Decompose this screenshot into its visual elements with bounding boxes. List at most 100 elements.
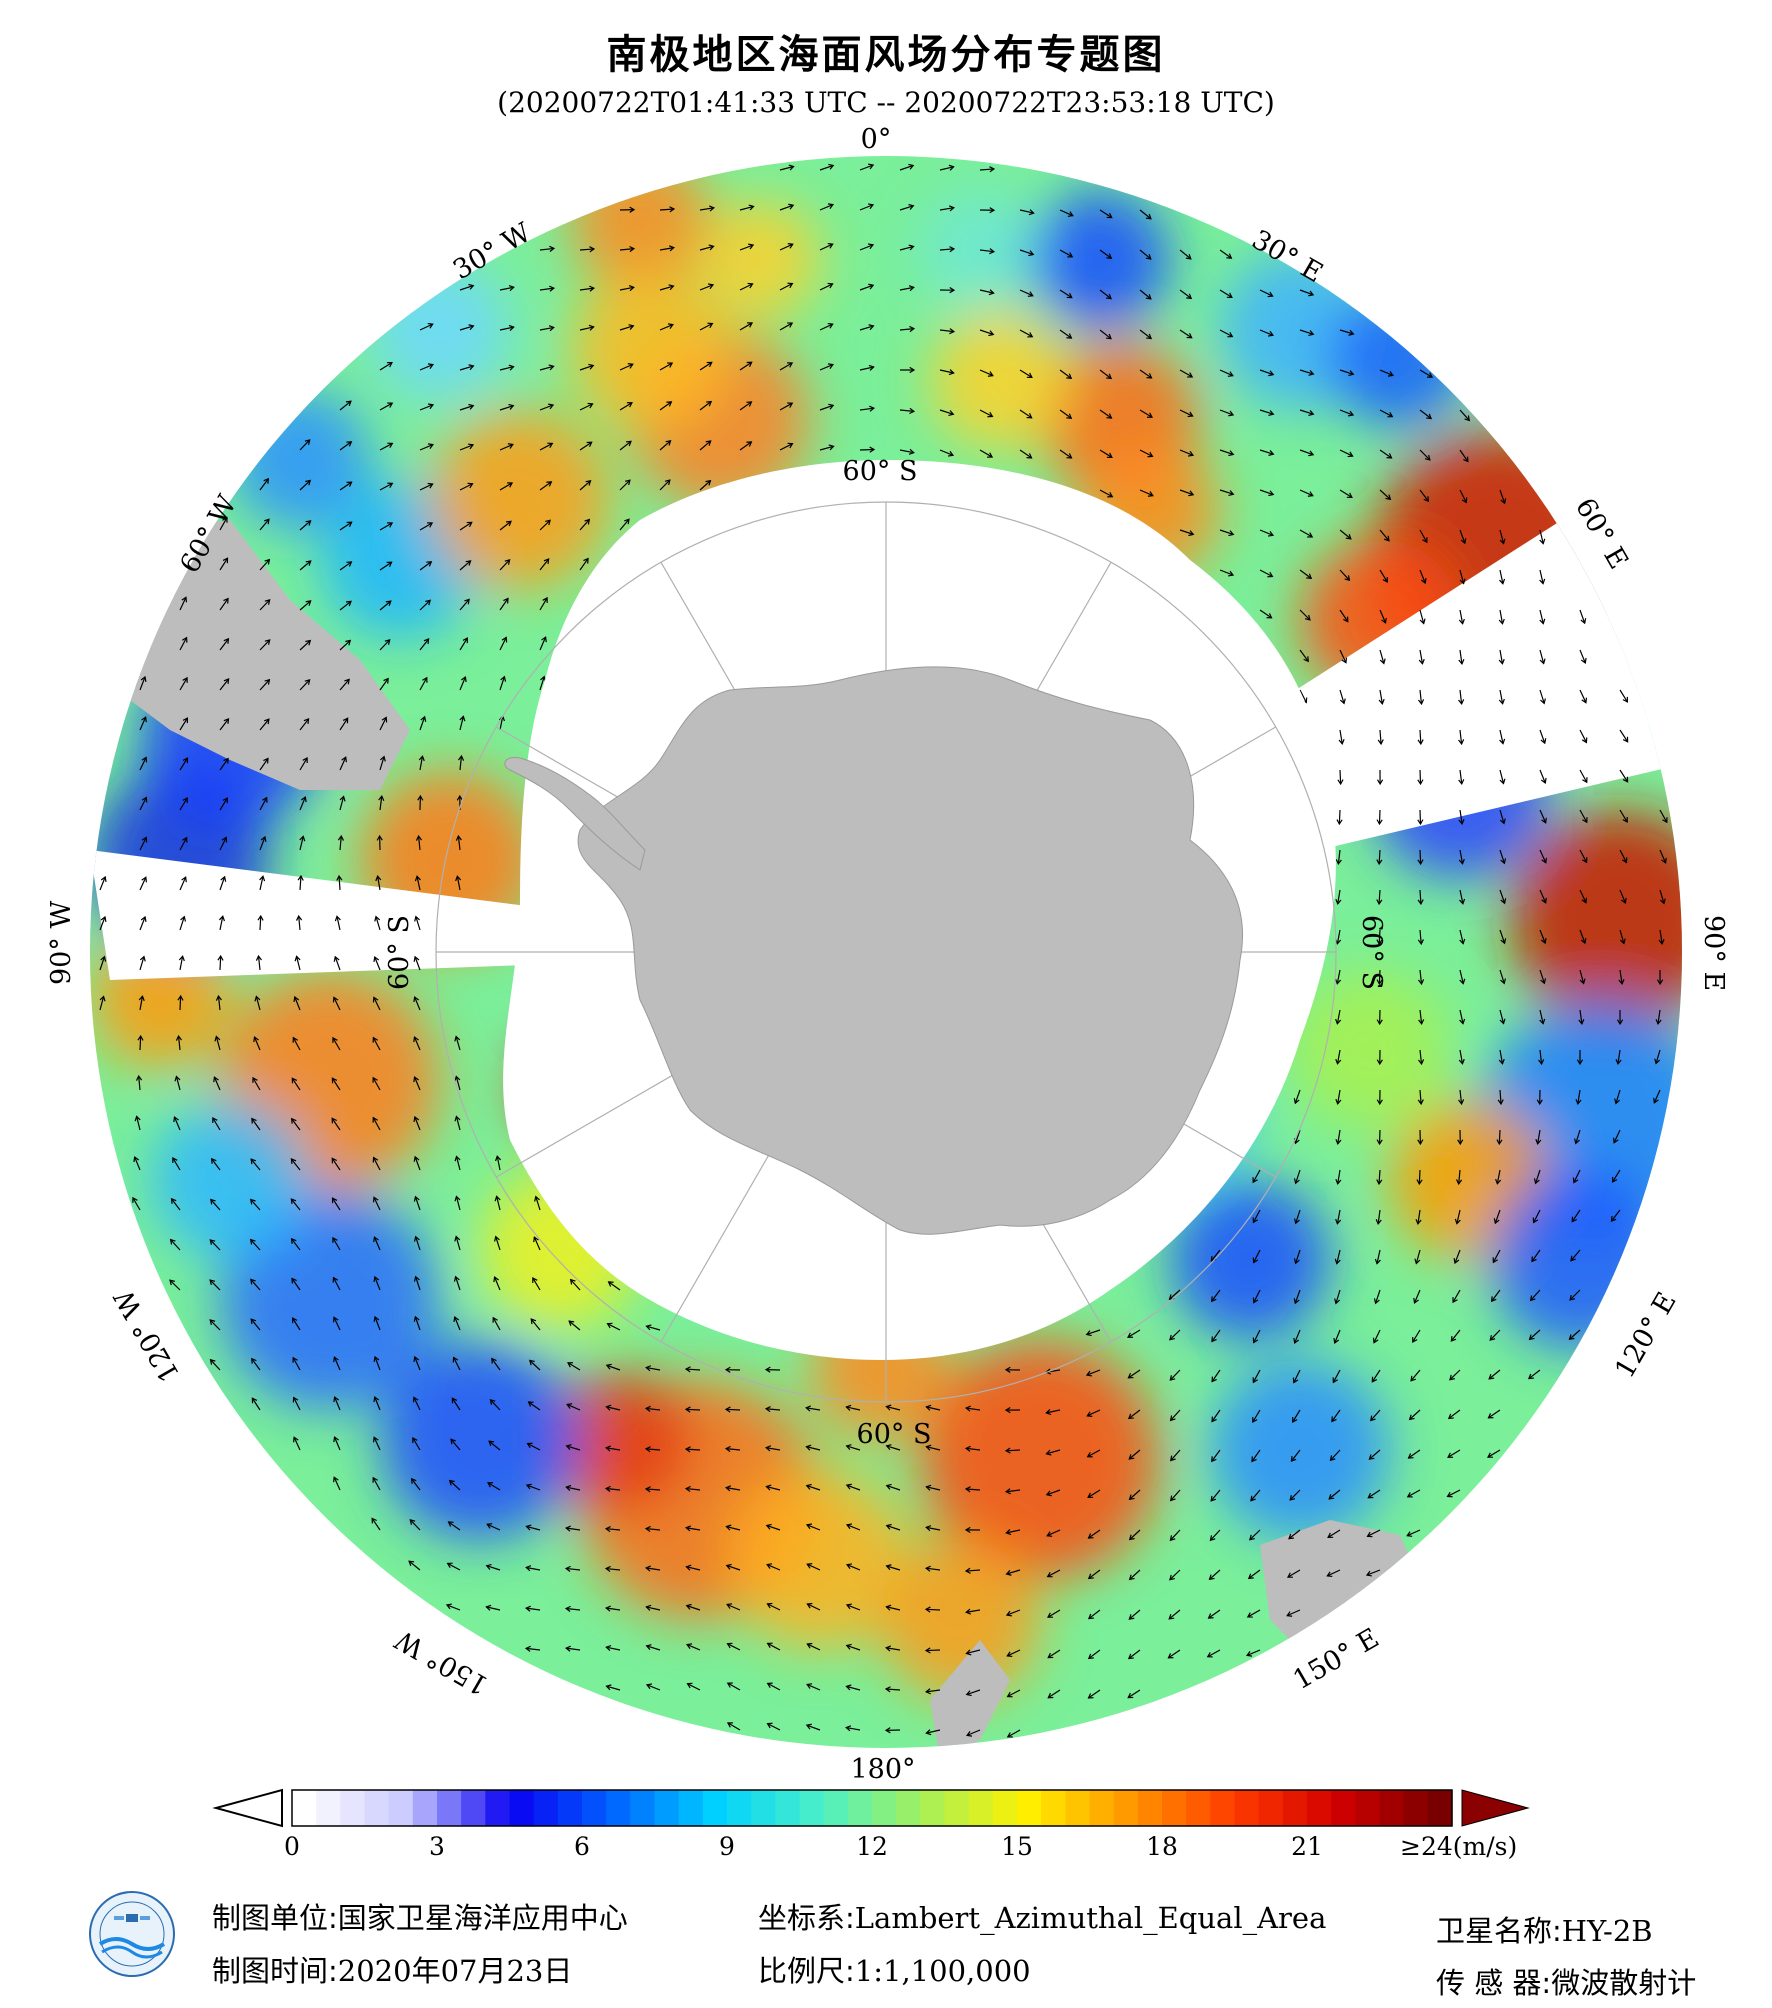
wind-vector-arrow (1299, 489, 1314, 497)
wind-vector-arrow (219, 597, 229, 611)
wind-vector-arrow (724, 1406, 741, 1413)
wind-vector-arrow (459, 598, 470, 611)
colorbar-cell (630, 1790, 656, 1826)
wind-vector-arrow (1252, 1369, 1261, 1384)
wind-vector-arrow (899, 244, 915, 251)
wind-vector-arrow (1019, 249, 1035, 257)
wind-vector-arrow (579, 480, 592, 491)
wind-vector-arrow (964, 1405, 981, 1412)
wind-vector-arrow (1335, 1089, 1342, 1105)
wind-vector-arrow (859, 446, 876, 453)
wind-vector-arrow (139, 756, 148, 771)
wind-vector-arrow (604, 1485, 621, 1492)
wind-vector-arrow (179, 717, 189, 731)
wind-vector-arrow (1486, 1449, 1501, 1458)
wind-vector-arrow (1539, 969, 1547, 985)
wind-vector-arrow (1006, 1729, 1021, 1738)
wind-vector-arrow (1529, 1289, 1541, 1302)
wind-vector-arrow (526, 1442, 541, 1451)
wind-vector-arrow (489, 1398, 501, 1411)
wind-vector-arrow (1249, 1529, 1261, 1541)
wind-vector-arrow (1659, 889, 1666, 905)
wind-vector-arrow (532, 1276, 541, 1291)
wind-vector-arrow (766, 1563, 781, 1571)
colorbar-cell (727, 1790, 752, 1826)
wind-vector-arrow (1499, 729, 1506, 745)
wind-vector-arrow (259, 757, 269, 771)
wind-vector-arrow (1259, 369, 1275, 377)
wind-vector-arrow (659, 206, 676, 213)
wind-vector-arrow (339, 481, 353, 491)
map-title: 南极地区海面风场分布专题图 (606, 32, 1166, 78)
wind-vector-arrow (1169, 1489, 1181, 1502)
wind-vector-arrow (1376, 1169, 1383, 1186)
wind-vector-arrow (1128, 1529, 1141, 1541)
colorbar-cell (533, 1790, 559, 1826)
wind-vector-arrow (884, 1727, 901, 1734)
wind-vector-arrow (1410, 1369, 1421, 1382)
wind-vector-arrow (412, 1436, 421, 1451)
wind-vector-arrow (299, 600, 312, 611)
wind-vector-arrow (724, 1366, 741, 1373)
wind-vector-arrow (1658, 929, 1665, 945)
wind-vector-arrow (219, 678, 230, 691)
wind-vector-arrow (1210, 1289, 1221, 1303)
wind-vector-arrow (1085, 1329, 1101, 1337)
wind-vector-arrow (1579, 729, 1588, 744)
wind-vector-arrow (1219, 369, 1234, 377)
wind-vector-arrow (539, 596, 548, 611)
wind-vector-arrow (499, 403, 515, 411)
wind-vector-arrow (299, 795, 307, 811)
wind-vector-arrow (1656, 969, 1664, 986)
wind-vector-arrow (899, 407, 916, 415)
wind-vector-arrow (1211, 1369, 1221, 1383)
wind-vector-arrow (1169, 1569, 1181, 1581)
wind-vector-arrow (292, 1036, 301, 1051)
wind-vector-arrow (259, 678, 271, 691)
wind-vector-arrow (209, 1279, 221, 1291)
wind-vector-arrow (1299, 409, 1315, 416)
wind-vector-arrow (1139, 289, 1152, 300)
wind-vector-arrow (1533, 1169, 1541, 1185)
colorbar-cell (485, 1790, 511, 1826)
wind-vector-arrow (179, 676, 188, 691)
wind-vector-arrow (419, 561, 433, 571)
wind-vector-arrow (779, 322, 794, 331)
wind-vector-arrow (1653, 1089, 1661, 1104)
wind-vector-arrow (219, 516, 228, 531)
wind-speed-field (90, 156, 1682, 1748)
colorbar-cell (316, 1790, 341, 1826)
wind-vector-arrow (1170, 1449, 1181, 1462)
wind-vector-arrow (418, 755, 425, 771)
wind-vector-arrow (419, 443, 434, 451)
colorbar-cell (775, 1790, 801, 1826)
wind-vector-arrow (819, 203, 834, 211)
wind-vector-arrow (459, 403, 475, 411)
wind-vector-arrow (299, 718, 310, 731)
lat-label-bottom: 60° S (857, 1419, 932, 1450)
wind-vector-arrow (299, 835, 306, 851)
sensor-label: 传 感 器: (1436, 1966, 1552, 2000)
wind-vector-arrow (373, 1355, 381, 1371)
wind-vector-arrow (249, 1238, 261, 1251)
wind-vector-arrow (1219, 329, 1234, 338)
wind-vector-arrow (1252, 1169, 1261, 1184)
wind-vector-arrow (779, 282, 794, 291)
wind-vector-arrow (139, 675, 147, 691)
scale-value: 1:1,100,000 (854, 1954, 1031, 1988)
wind-vector-arrow (605, 1445, 621, 1452)
wind-vector-arrow (1004, 1447, 1021, 1454)
wind-vector-arrow (209, 1239, 221, 1251)
wind-vector-arrow (1539, 849, 1547, 864)
wind-vector-arrow (1219, 569, 1235, 577)
wind-vector-arrow (1019, 289, 1034, 297)
wind-vector-arrow (645, 1565, 661, 1572)
wind-vector-arrow (1290, 1449, 1301, 1463)
wind-vector-arrow (1059, 289, 1073, 299)
wind-vector-arrow (1495, 1169, 1502, 1185)
wind-vector-arrow (1376, 849, 1383, 866)
wind-vector-arrow (939, 409, 955, 416)
wind-vector-arrow (499, 636, 508, 651)
wind-vector-arrow (1292, 1369, 1301, 1384)
wind-vector-arrow (566, 1403, 581, 1411)
